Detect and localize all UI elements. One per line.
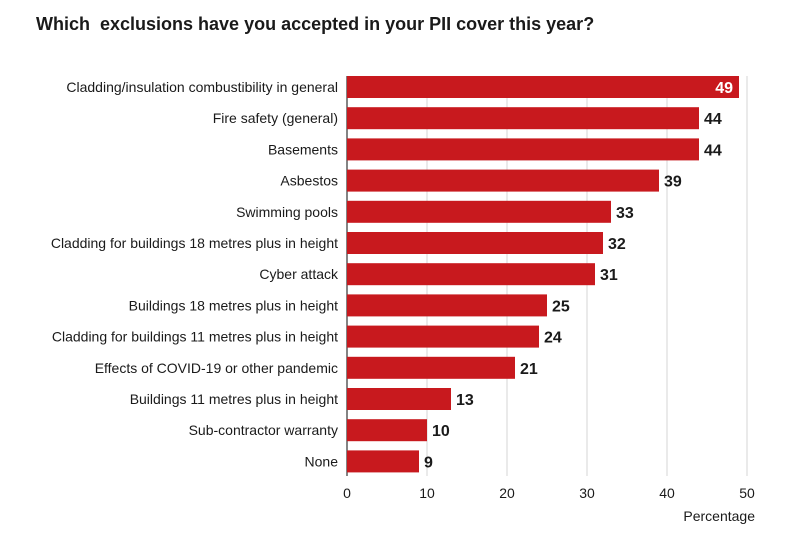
x-tick-label: 30 bbox=[579, 485, 595, 501]
bar bbox=[347, 356, 515, 379]
value-label: 21 bbox=[520, 361, 538, 378]
category-label: Cladding for buildings 11 metres plus in… bbox=[52, 329, 338, 345]
value-label: 13 bbox=[456, 392, 474, 409]
x-tick-label: 40 bbox=[659, 485, 675, 501]
chart-title: Which exclusions have you accepted in yo… bbox=[36, 14, 595, 34]
x-tick-label: 0 bbox=[343, 485, 351, 501]
bar bbox=[347, 138, 699, 161]
category-label: Sub-contractor warranty bbox=[189, 422, 338, 438]
category-label: Asbestos bbox=[280, 173, 338, 189]
x-axis-label: Percentage bbox=[683, 508, 755, 524]
bar bbox=[347, 76, 739, 98]
x-tick-label: 50 bbox=[739, 485, 755, 501]
bar bbox=[347, 325, 539, 348]
category-label: Buildings 11 metres plus in height bbox=[130, 391, 338, 407]
value-label: 24 bbox=[544, 330, 562, 347]
value-label: 31 bbox=[600, 267, 618, 284]
bar bbox=[347, 169, 659, 192]
value-labels: 49 44 44 39 33 32 31 25 24 21 13 10 9 bbox=[424, 80, 733, 471]
value-label: 10 bbox=[432, 423, 450, 440]
category-labels: Cladding/insulation combustibility in ge… bbox=[51, 79, 339, 469]
bar bbox=[347, 200, 611, 223]
category-label: Cladding for buildings 18 metres plus in… bbox=[51, 235, 338, 251]
bar bbox=[347, 263, 595, 286]
value-label: 39 bbox=[664, 174, 682, 191]
category-label: Cladding/insulation combustibility in ge… bbox=[66, 79, 338, 95]
bar bbox=[347, 419, 427, 442]
bar bbox=[347, 388, 451, 410]
bar bbox=[347, 232, 603, 254]
value-label: 44 bbox=[704, 142, 722, 159]
x-tick-label: 20 bbox=[499, 485, 515, 501]
value-label: 44 bbox=[704, 111, 722, 128]
category-label: Basements bbox=[268, 141, 338, 157]
value-label: 49 bbox=[715, 80, 733, 97]
bar bbox=[347, 450, 419, 473]
value-label: 9 bbox=[424, 454, 433, 471]
category-label: None bbox=[305, 453, 339, 469]
bars bbox=[347, 76, 739, 473]
value-label: 33 bbox=[616, 205, 634, 222]
bar bbox=[347, 294, 547, 317]
category-label: Effects of COVID-19 or other pandemic bbox=[95, 360, 338, 376]
value-label: 32 bbox=[608, 236, 626, 253]
x-tick-label: 10 bbox=[419, 485, 435, 501]
x-tick-labels: 0 10 20 30 40 50 bbox=[343, 485, 755, 501]
category-label: Buildings 18 metres plus in height bbox=[129, 297, 338, 313]
category-label: Cyber attack bbox=[259, 266, 339, 282]
category-label: Fire safety (general) bbox=[213, 110, 338, 126]
bar bbox=[347, 107, 699, 130]
value-label: 25 bbox=[552, 298, 570, 315]
category-label: Swimming pools bbox=[236, 204, 338, 220]
